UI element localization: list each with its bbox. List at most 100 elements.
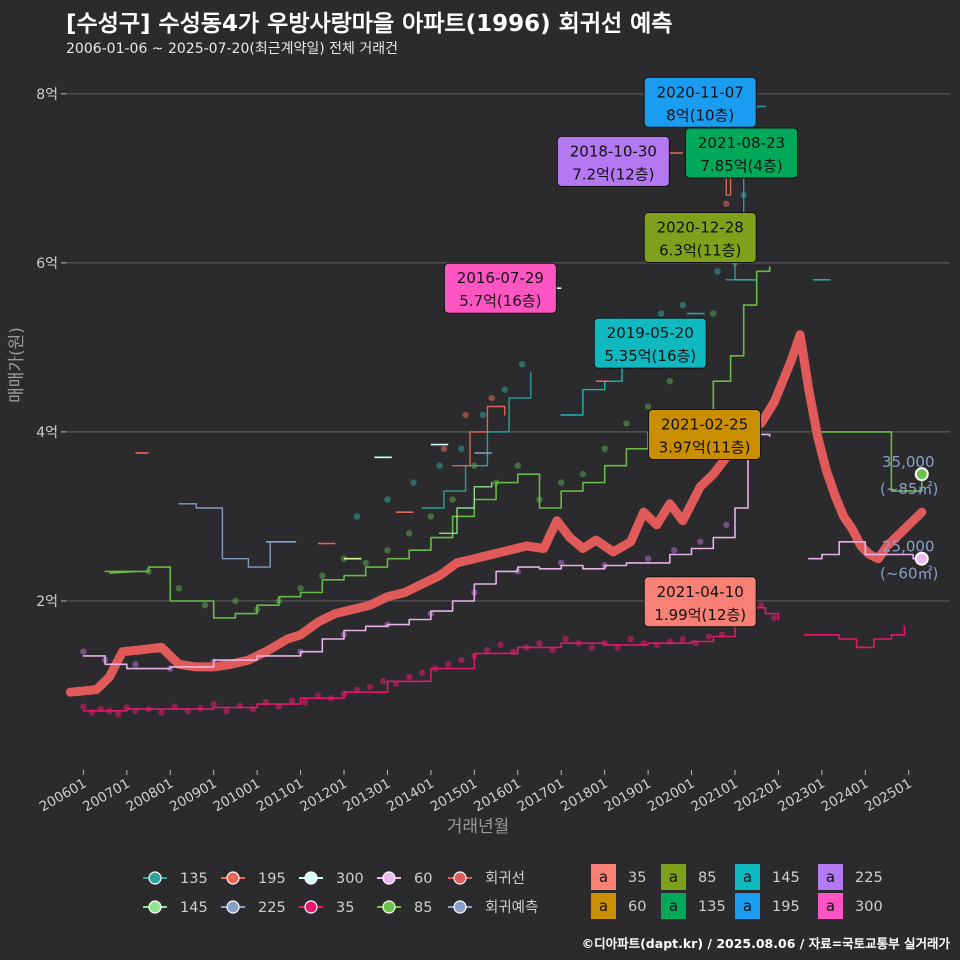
x-tick-label: 201501 <box>428 776 481 816</box>
scatter-point <box>223 707 230 715</box>
y-axis-title: 매매가(원) <box>7 327 27 403</box>
scatter-point <box>657 310 665 317</box>
lines-layer: 35,000 (~85㎡) 25,000 (~60㎡) <box>65 93 938 712</box>
x-tick-label: 202101 <box>688 776 741 816</box>
annotation-text: 5.7억(16층) <box>459 292 541 310</box>
series-line-145 <box>438 481 493 534</box>
scatter-point <box>440 445 448 453</box>
legend-box-label: 300 <box>855 899 883 915</box>
x-tick-label: 200901 <box>167 776 220 816</box>
end-point-area-label: (~85㎡) <box>880 480 938 498</box>
scatter-point <box>588 644 595 651</box>
scatter-point <box>297 585 304 592</box>
annotation-date: 2020-12-28 <box>657 219 744 237</box>
scatter-point <box>197 705 204 712</box>
annotation-date: 2018-10-30 <box>570 142 657 160</box>
scatter-point <box>627 635 634 643</box>
legend-dot-symbol <box>148 871 162 885</box>
scatter-point <box>405 673 413 681</box>
axes-layer: 2억4억6억8억20060120070120080120090120100120… <box>7 87 915 837</box>
end-point-price-label: 25,000 <box>882 538 935 556</box>
scatter-point <box>536 640 543 647</box>
x-tick-label: 202001 <box>645 776 698 816</box>
end-point-area-label: (~60㎡) <box>880 565 938 583</box>
x-tick-label: 200601 <box>37 776 90 816</box>
scatter-point <box>366 683 374 691</box>
series-line-60 <box>82 433 771 670</box>
legend-line-label: 145 <box>180 900 208 916</box>
scatter-point <box>80 648 87 655</box>
y-tick-label: 4억 <box>36 425 58 441</box>
annotation-box <box>593 317 707 369</box>
legend: 135 195 300 60 회귀선 145 225 35 85 회귀예측 a 35 a 85 a 145 a 2… <box>143 864 883 919</box>
x-tick-label: 200701 <box>80 776 133 816</box>
annotation-text: 6.3억(11층) <box>659 242 741 260</box>
scatter-point <box>518 361 526 368</box>
legend-dot-symbol <box>382 900 396 914</box>
scatter-point <box>392 680 400 687</box>
x-axis-title: 거래년월 <box>447 817 510 837</box>
legend-dot-symbol <box>453 900 467 914</box>
scatter-point <box>353 513 361 520</box>
scatter-point <box>514 462 521 469</box>
scatter-point <box>705 633 713 640</box>
scatter-point <box>80 703 87 710</box>
scatter-point <box>497 641 504 649</box>
x-tick-label: 201701 <box>515 776 568 816</box>
scatter-layer <box>80 166 778 718</box>
scatter-point <box>623 420 630 427</box>
scatter-point <box>419 669 426 676</box>
series-line-60 <box>808 541 923 560</box>
x-tick-label: 202301 <box>775 776 828 816</box>
annotation-text: 7.2억(12층) <box>572 165 654 183</box>
series-line-35 <box>82 606 780 712</box>
x-tick-label: 202201 <box>732 776 785 816</box>
scatter-point <box>679 301 687 309</box>
scatter-point <box>710 310 717 317</box>
legend-box-symbol <box>818 893 843 919</box>
annotation-text: 8억(10층) <box>666 106 734 124</box>
segment-line <box>109 570 136 574</box>
legend-box-glyph: a <box>826 897 835 915</box>
legend-line-label: 회귀선 <box>485 870 525 887</box>
x-tick-label: 200801 <box>124 776 177 816</box>
legend-box-glyph: a <box>599 897 608 915</box>
scatter-point <box>644 555 652 562</box>
scatter-point <box>319 572 326 579</box>
x-tick-label: 201401 <box>384 776 437 816</box>
legend-box-label: 135 <box>698 899 726 915</box>
y-tick-label: 8억 <box>36 87 58 103</box>
annotation-text: 7.85억(4층) <box>700 157 782 175</box>
end-point <box>914 467 929 482</box>
legend-line-label: 195 <box>258 871 286 887</box>
legend-box-glyph: a <box>669 897 678 915</box>
scatter-point <box>275 703 283 710</box>
scatter-point <box>410 479 417 486</box>
scatter-point <box>714 268 721 275</box>
series-line-145 <box>560 317 623 416</box>
y-tick-label: 6억 <box>36 256 58 272</box>
annotation-text: 5.35억(16층) <box>604 347 696 365</box>
x-tick-label: 201901 <box>601 776 654 816</box>
scatter-point <box>232 597 239 605</box>
grid <box>66 93 950 602</box>
x-tick-label: 201101 <box>254 776 307 816</box>
scatter-point <box>436 462 443 469</box>
scatter-point <box>384 496 391 503</box>
chart-title: [수성구] 수성동4가 우방사랑마을 아파트(1996) 회귀선 예측 <box>66 11 673 37</box>
annotation-date: 2021-02-25 <box>661 415 748 433</box>
scatter-point <box>462 411 469 419</box>
annotation-date: 2020-11-07 <box>657 83 744 101</box>
annotations-layer: 2020-11-07 8억(10층) 2021-08-23 7.85억(4층) 2018… <box>443 76 798 628</box>
annotation-date: 2016-07-29 <box>457 269 544 287</box>
scatter-point <box>201 601 209 609</box>
legend-box-label: 195 <box>772 899 800 915</box>
legend-dot-symbol <box>304 871 318 885</box>
legend-dot-symbol <box>382 871 396 885</box>
scatter-point <box>158 709 165 716</box>
series-line-회귀선 <box>65 330 927 697</box>
legend-box-label: 60 <box>628 899 646 915</box>
legend-box-symbol <box>661 893 686 919</box>
legend-box-symbol <box>818 864 843 890</box>
legend-dot-symbol <box>453 871 467 885</box>
